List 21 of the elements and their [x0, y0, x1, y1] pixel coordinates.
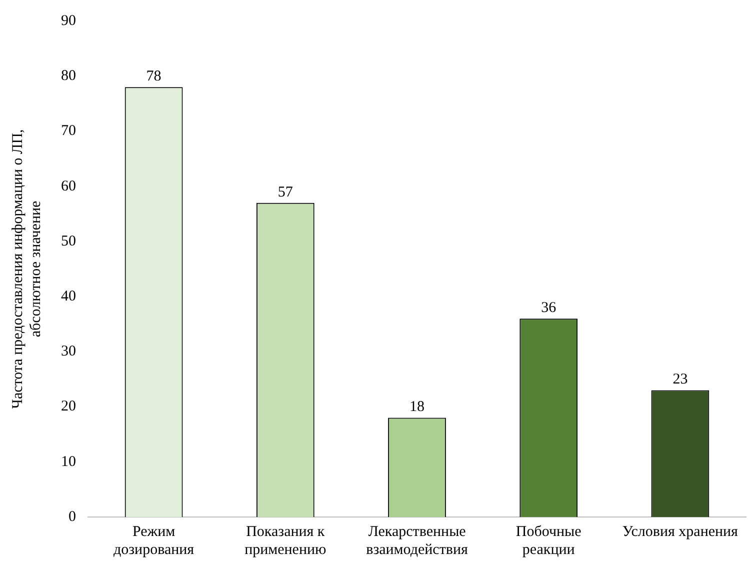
- y-tick-label: 70: [61, 123, 76, 140]
- data-label: 36: [541, 300, 557, 316]
- x-tick-label: Лекарственные взаимодействия: [366, 524, 468, 558]
- x-tick-label: Показания к применению: [244, 524, 326, 558]
- y-axis-title: Частота предоставления информации о ЛП, абсолютное значение: [10, 129, 44, 409]
- y-tick-label: 40: [61, 288, 76, 304]
- y-tick-label: 20: [61, 398, 76, 415]
- y-tick-label: 30: [61, 344, 76, 360]
- data-label: 78: [146, 68, 162, 85]
- data-label: 18: [410, 399, 424, 416]
- x-tick-label: Режим дозирования: [114, 524, 194, 558]
- data-label: 23: [672, 372, 688, 388]
- y-tick-label: 10: [61, 454, 76, 470]
- y-tick-label: 50: [61, 233, 76, 250]
- x-tick-label: Условия хранения: [622, 524, 738, 540]
- y-tick-label: 0: [68, 508, 76, 525]
- x-tick-label: Побочные реакции: [516, 524, 582, 558]
- y-tick-label: 60: [61, 178, 76, 194]
- y-tick-label: 80: [61, 68, 76, 84]
- y-tick-label: 90: [61, 12, 76, 29]
- data-label: 57: [278, 184, 294, 200]
